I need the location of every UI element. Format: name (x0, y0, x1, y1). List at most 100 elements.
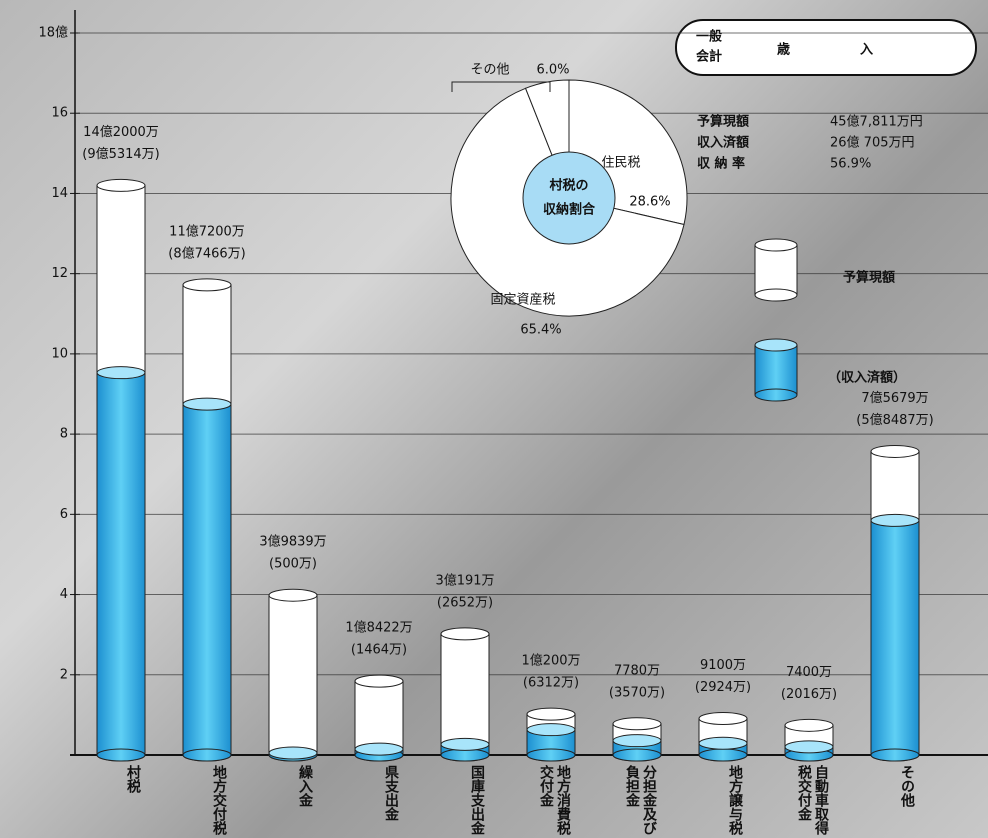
x-tick-label: 地方消費税交付金 (538, 765, 571, 835)
bar-top (440, 627, 490, 641)
value-label: 3億191万 (435, 572, 494, 588)
bar (182, 403, 232, 756)
bar (870, 519, 920, 756)
summary-label: 収入済額 (697, 135, 749, 151)
summary-value: 45億7,811万円 (830, 114, 923, 130)
value-label: 7780万 (614, 663, 660, 678)
value-label: 1億8422万 (345, 620, 412, 636)
bar-top (526, 723, 576, 737)
value-label: 14億2000万 (83, 124, 159, 140)
legend-swatch (754, 244, 798, 296)
x-tick-label: 自動車取得税交付金 (796, 765, 829, 835)
leader-line (451, 81, 551, 92)
legend-swatch (754, 238, 798, 252)
bar-top (698, 711, 748, 725)
value-label: (500万) (269, 557, 317, 572)
value-label: (2924万) (695, 680, 751, 695)
bar-bottom (526, 748, 576, 762)
legend-swatch (754, 388, 798, 402)
bar-top (870, 513, 920, 527)
header-title: 歳入 (777, 42, 943, 58)
value-label: (5億8487万) (856, 412, 934, 428)
legend-swatch (754, 338, 798, 352)
x-tick-label: 繰入金 (297, 765, 313, 807)
legend-label: （収入済額） (828, 370, 906, 386)
bar-top (268, 746, 318, 760)
value-label: 9100万 (700, 658, 746, 673)
value-label: 7億5679万 (861, 390, 928, 406)
pie-value: 6.0% (536, 63, 569, 78)
x-tick-label: 地方譲与税 (727, 765, 743, 835)
summary-label: 予算現額 (697, 114, 749, 130)
bar-top (440, 737, 490, 751)
value-label: 1億200万 (521, 653, 580, 669)
value-label: (2016万) (781, 687, 837, 702)
bar-top (96, 178, 146, 192)
value-label: 3億9839万 (259, 534, 326, 550)
y-tick-label: 12 (51, 266, 68, 281)
legend-swatch (754, 344, 798, 396)
header-tag: 一般 (696, 29, 722, 45)
bar-top (354, 674, 404, 688)
x-tick-label: 地方交付税 (211, 765, 227, 835)
bar-bottom (698, 748, 748, 762)
bar (440, 633, 490, 756)
x-tick-label: 国庫支出金 (469, 765, 485, 835)
pie-value: 28.6% (629, 195, 670, 210)
bar-top (698, 736, 748, 750)
bar-top (784, 740, 834, 754)
bar-top (182, 397, 232, 411)
bar-bottom (870, 748, 920, 762)
value-label: (6312万) (523, 676, 579, 691)
legend-swatch (754, 288, 798, 302)
bar-bottom (612, 748, 662, 762)
value-label: 11億7200万 (169, 223, 245, 239)
pie-title: 収納割合 (543, 202, 596, 218)
bar-top (612, 717, 662, 731)
bar-top (96, 366, 146, 380)
value-label: (1464万) (351, 643, 407, 658)
pie-label: その他 (470, 63, 509, 78)
bar-top (870, 444, 920, 458)
bar-top (268, 588, 318, 602)
pie-label: 住民税 (601, 156, 640, 171)
y-tick-label: 18億 (38, 25, 68, 41)
x-tick-label: その他 (899, 765, 915, 807)
bar-bottom (182, 748, 232, 762)
value-label: (9億5314万) (82, 146, 160, 162)
summary-value: 26億 705万円 (830, 135, 915, 151)
bar-bottom (96, 748, 146, 762)
summary-label: 収 納 率 (697, 156, 745, 172)
summary-value: 56.9% (830, 157, 871, 172)
y-tick-label: 6 (60, 507, 68, 522)
x-tick-label: 分担金及び負担金 (624, 765, 657, 835)
value-label: (3570万) (609, 685, 665, 700)
bar (268, 594, 318, 756)
header-tag: 会計 (696, 49, 722, 65)
bar-top (354, 742, 404, 756)
pie-label: 固定資産税 (490, 292, 555, 308)
header-box (675, 19, 977, 76)
value-label: (2652万) (437, 595, 493, 610)
pie-value: 65.4% (520, 323, 561, 338)
legend-label: 予算現額 (843, 270, 895, 286)
y-tick-label: 14 (51, 186, 68, 201)
bar-top (182, 278, 232, 292)
y-tick-label: 8 (60, 427, 68, 442)
y-tick-label: 2 (60, 667, 68, 682)
value-label: (8億7466万) (168, 245, 246, 261)
pie-center (522, 151, 616, 245)
x-tick-label: 県支出金 (383, 765, 399, 821)
y-tick-label: 16 (51, 106, 68, 121)
value-label: 7400万 (786, 665, 832, 680)
y-tick-label: 4 (60, 587, 68, 602)
bar (96, 372, 146, 756)
bar-top (784, 718, 834, 732)
y-tick-label: 10 (51, 346, 68, 361)
pie-title: 村税の (549, 178, 588, 194)
bar-top (526, 707, 576, 721)
x-tick-label: 村税 (125, 765, 141, 793)
bar-top (612, 734, 662, 748)
